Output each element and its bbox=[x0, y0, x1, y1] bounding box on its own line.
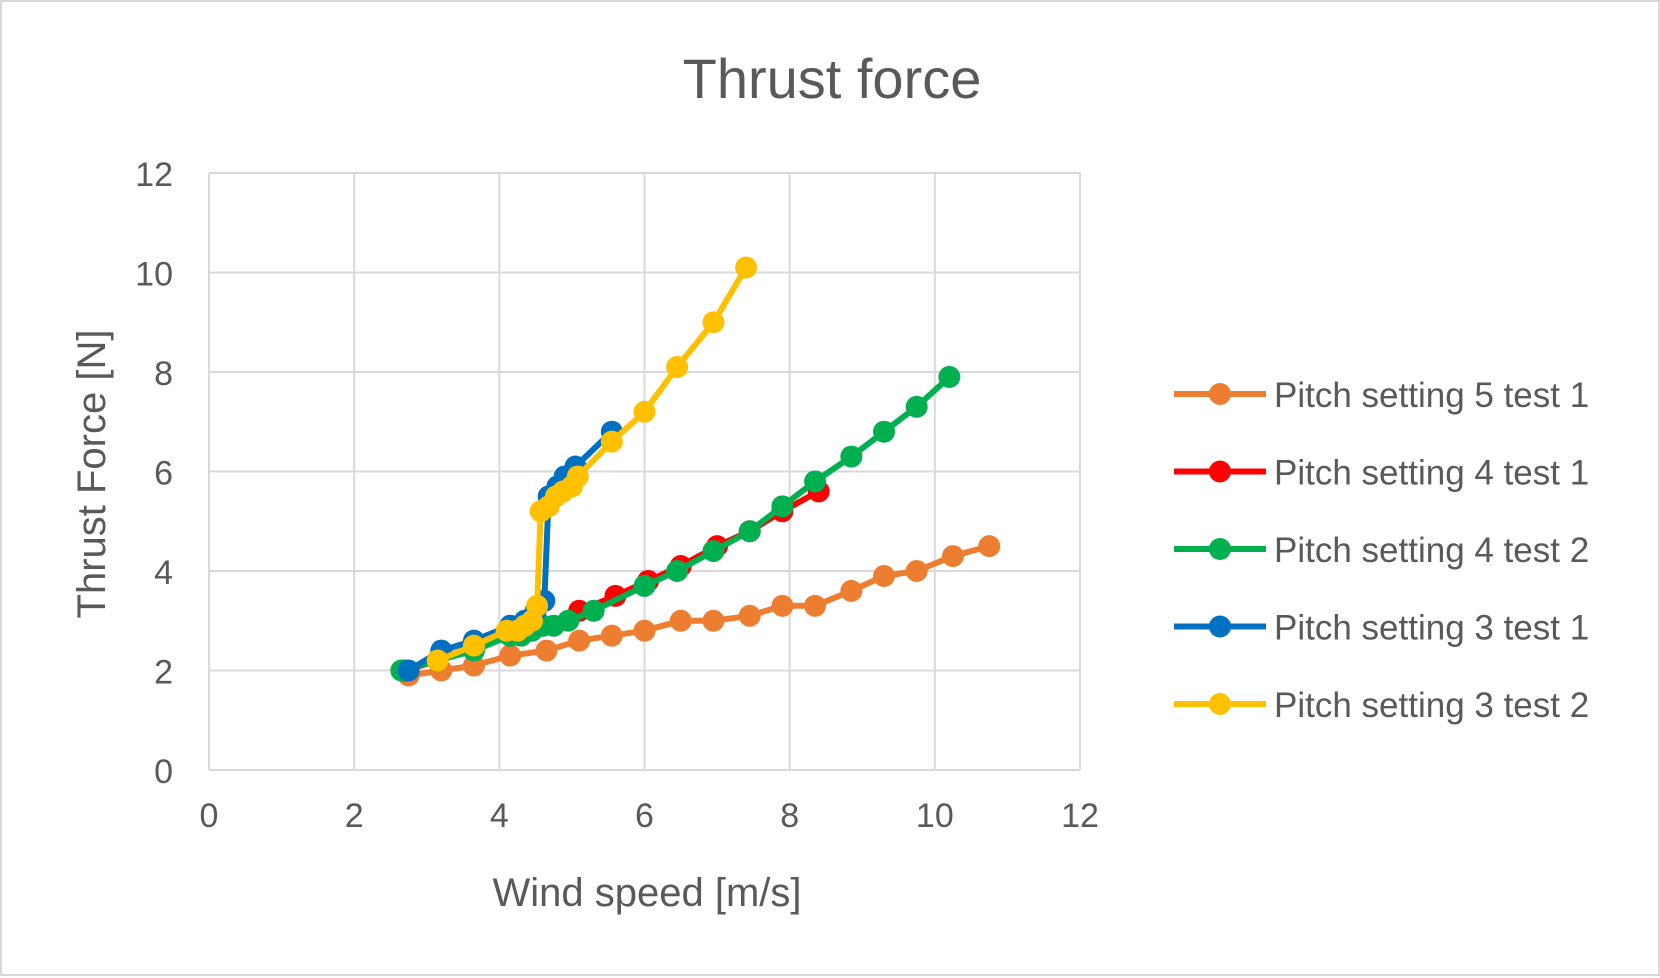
data-point bbox=[702, 311, 725, 334]
data-point bbox=[938, 365, 961, 388]
x-tick-label: 6 bbox=[635, 797, 654, 835]
data-point bbox=[499, 644, 522, 667]
legend-label: Pitch setting 3 test 2 bbox=[1274, 686, 1589, 725]
x-tick-label: 12 bbox=[1061, 797, 1099, 835]
y-tick-label: 12 bbox=[135, 156, 173, 194]
data-point bbox=[905, 560, 928, 582]
x-tick-label: 2 bbox=[345, 797, 364, 835]
data-point bbox=[526, 594, 549, 617]
data-point bbox=[535, 639, 558, 662]
data-point bbox=[804, 594, 827, 617]
y-axis-label: Thrust Force [N] bbox=[70, 330, 114, 619]
data-point bbox=[633, 574, 656, 597]
legend: Pitch setting 5 test 1 Pitch setting 4 te… bbox=[1174, 376, 1589, 725]
data-point bbox=[771, 594, 794, 617]
plot-area bbox=[390, 256, 1001, 687]
x-tick-label: 10 bbox=[916, 797, 954, 835]
legend-item: Pitch setting 3 test 2 bbox=[1174, 686, 1589, 725]
legend-marker bbox=[1209, 460, 1231, 483]
data-point bbox=[840, 445, 863, 468]
data-point bbox=[771, 495, 794, 518]
data-point bbox=[941, 545, 964, 568]
data-point bbox=[738, 604, 761, 627]
data-point bbox=[978, 535, 1001, 558]
x-tick-label: 8 bbox=[780, 797, 799, 835]
legend-marker bbox=[1209, 383, 1231, 405]
data-point bbox=[702, 540, 725, 563]
y-tick-label: 8 bbox=[154, 355, 173, 393]
legend-marker bbox=[1209, 538, 1231, 560]
data-point bbox=[735, 256, 758, 279]
legend-label: Pitch setting 4 test 1 bbox=[1274, 454, 1589, 493]
data-point bbox=[568, 629, 591, 652]
data-point bbox=[566, 465, 589, 488]
legend-item: Pitch setting 4 test 1 bbox=[1174, 454, 1589, 493]
data-point bbox=[666, 560, 689, 582]
data-point bbox=[804, 470, 827, 493]
legend-label: Pitch setting 3 test 1 bbox=[1274, 609, 1589, 648]
legend-label: Pitch setting 5 test 1 bbox=[1274, 376, 1589, 415]
series-line bbox=[405, 543, 993, 679]
legend-item: Pitch setting 5 test 1 bbox=[1174, 376, 1589, 415]
legend-label: Pitch setting 4 test 2 bbox=[1274, 531, 1589, 570]
data-point bbox=[426, 649, 449, 672]
data-point bbox=[669, 609, 692, 632]
legend-item: Pitch setting 4 test 2 bbox=[1174, 531, 1589, 570]
chart-title: Thrust force bbox=[683, 47, 982, 110]
data-point bbox=[633, 619, 656, 642]
data-point bbox=[600, 624, 623, 647]
data-point bbox=[905, 395, 928, 418]
y-tick-label: 4 bbox=[154, 554, 173, 592]
series-5 bbox=[426, 256, 758, 672]
data-point bbox=[840, 579, 863, 602]
axes: 0 2 4 6 8 10 12 0 2 4 6 8 10 12 bbox=[135, 156, 1099, 835]
data-point bbox=[397, 659, 420, 682]
legend-marker bbox=[1209, 693, 1231, 715]
data-point bbox=[600, 430, 623, 453]
legend-item: Pitch setting 3 test 1 bbox=[1174, 609, 1589, 648]
data-point bbox=[738, 520, 761, 543]
gridlines bbox=[208, 172, 1081, 771]
y-tick-label: 2 bbox=[154, 654, 173, 692]
x-tick-label: 0 bbox=[200, 797, 219, 835]
data-point bbox=[702, 609, 725, 632]
y-tick-label: 0 bbox=[154, 753, 173, 791]
data-point bbox=[666, 356, 689, 379]
data-point bbox=[462, 634, 485, 657]
y-tick-label: 6 bbox=[154, 455, 173, 493]
data-point bbox=[582, 599, 605, 622]
data-point bbox=[873, 420, 896, 443]
y-tick-label: 10 bbox=[135, 256, 173, 294]
data-point bbox=[633, 400, 656, 423]
legend-marker bbox=[1209, 615, 1231, 638]
data-point bbox=[873, 564, 896, 587]
x-tick-label: 4 bbox=[490, 797, 509, 835]
data-point bbox=[557, 609, 580, 632]
x-axis-label: Wind speed [m/s] bbox=[492, 871, 801, 915]
